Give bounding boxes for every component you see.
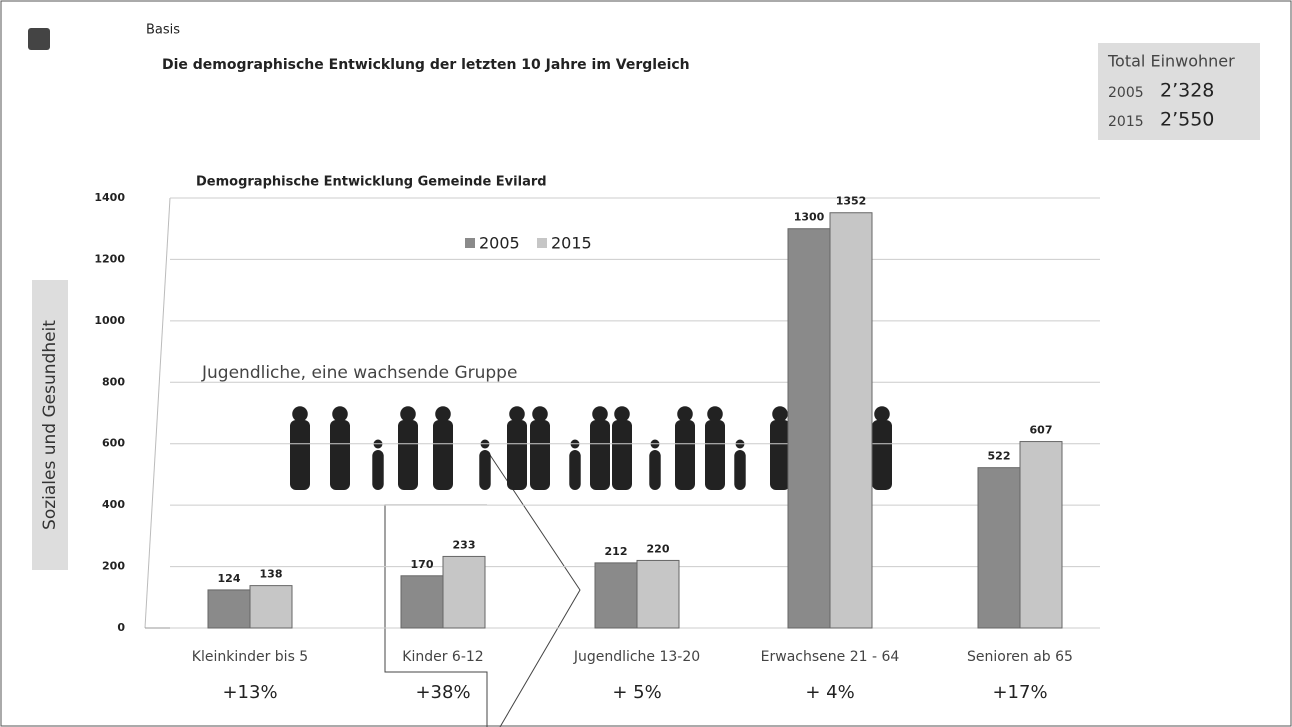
silhouette-body (330, 420, 350, 490)
silhouette-body (398, 420, 418, 490)
bar (636, 559, 680, 629)
totals-value: 2’328 (1160, 80, 1214, 102)
silhouette-head (707, 406, 723, 422)
y-label-box (32, 280, 68, 570)
annotation: Jugendliche, eine wachsende Gruppe (201, 363, 517, 383)
totals-box (1098, 43, 1260, 140)
value-label: 607 (1030, 424, 1053, 437)
silhouette-body (649, 450, 661, 490)
totals-year: 2015 (1108, 114, 1144, 130)
y-tick-label: 1000 (94, 314, 125, 327)
y-tick-label: 800 (102, 375, 125, 388)
bar (207, 589, 251, 629)
change-label: +38% (415, 682, 470, 703)
y-tick-label: 400 (102, 498, 125, 511)
value-label: 233 (453, 538, 476, 551)
silhouette-head (772, 406, 788, 422)
bar (594, 562, 638, 629)
silhouette-body (569, 450, 581, 490)
value-label: 1300 (794, 211, 825, 224)
value-label: 522 (988, 450, 1011, 463)
x-tick-label: Kleinkinder bis 5 (192, 649, 308, 665)
section-label: Basis (146, 23, 180, 38)
silhouette-head (400, 406, 416, 422)
silhouette-body (770, 420, 790, 490)
value-label: 220 (647, 542, 670, 555)
silhouette-body (507, 420, 527, 490)
silhouette-body (372, 450, 384, 490)
silhouette-body (675, 420, 695, 490)
x-tick-label: Kinder 6-12 (402, 649, 483, 665)
totals-value: 2’550 (1160, 109, 1214, 131)
silhouette-head (677, 406, 693, 422)
silhouette-body (530, 420, 550, 490)
chart-title: Demographische Entwicklung Gemeinde Evil… (196, 175, 547, 190)
silhouette-body (290, 420, 310, 490)
legend-label: 2015 (551, 234, 592, 253)
y-tick-label: 600 (102, 437, 125, 450)
bar (829, 212, 873, 629)
value-label: 1352 (836, 195, 867, 208)
value-label: 124 (218, 572, 241, 585)
silhouette-body (433, 420, 453, 490)
silhouette-head (509, 406, 525, 422)
silhouette-body (705, 420, 725, 490)
change-label: + 4% (805, 682, 854, 703)
silhouette-body (734, 450, 746, 490)
silhouette-head (532, 406, 548, 422)
x-tick-label: Senioren ab 65 (967, 649, 1073, 665)
silhouette-body (872, 420, 892, 490)
legend-swatch (537, 238, 547, 248)
legend-label: 2005 (479, 234, 520, 253)
value-label: 212 (605, 545, 628, 558)
legend-swatch (465, 238, 475, 248)
x-tick-label: Jugendliche 13-20 (573, 649, 700, 665)
logo (28, 28, 50, 50)
bar (977, 467, 1021, 629)
y-tick-label: 1200 (94, 252, 125, 265)
bar (1019, 441, 1063, 629)
bar (442, 555, 486, 629)
axis-wall (144, 197, 171, 629)
value-label: 170 (411, 558, 434, 571)
bar (249, 585, 293, 629)
silhouette-head (332, 406, 348, 422)
totals-year: 2005 (1108, 85, 1144, 101)
change-label: +17% (992, 682, 1047, 703)
silhouette-head (614, 406, 630, 422)
silhouette-body (479, 450, 491, 490)
silhouette-head (874, 406, 890, 422)
y-tick-label: 0 (117, 621, 125, 634)
x-tick-label: Erwachsene 21 - 64 (761, 649, 900, 665)
bar (787, 228, 831, 629)
page-title: Die demographische Entwicklung der letzt… (162, 57, 690, 73)
totals-title: Total Einwohner (1107, 52, 1235, 71)
callout-line (489, 454, 581, 727)
y-axis-label: Soziales und Gesundheit (40, 320, 60, 530)
bar (400, 575, 444, 629)
silhouette-head (292, 406, 308, 422)
y-tick-label: 200 (102, 560, 125, 573)
change-label: + 5% (612, 682, 661, 703)
value-label: 138 (260, 568, 283, 581)
silhouette-body (590, 420, 610, 490)
silhouette-body (612, 420, 632, 490)
change-label: +13% (222, 682, 277, 703)
silhouette-head (592, 406, 608, 422)
y-tick-label: 1400 (94, 191, 125, 204)
silhouette-head (435, 406, 451, 422)
